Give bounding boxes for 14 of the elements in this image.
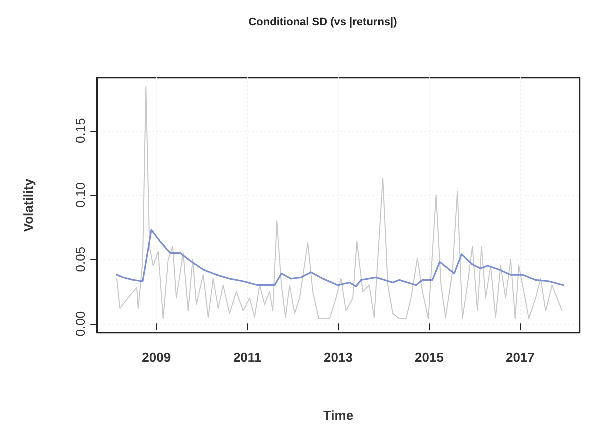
chart-title: Conditional SD (vs |returns|) xyxy=(248,16,398,28)
line-series xyxy=(116,86,563,320)
x-tick-label: 2013 xyxy=(324,350,353,365)
x-tick-label: 2015 xyxy=(415,350,444,365)
x-tick-label: 2017 xyxy=(506,350,535,365)
y-tick-label: 0.05 xyxy=(73,246,88,272)
x-tick-label: 2011 xyxy=(233,350,262,365)
x-axis-title: Time xyxy=(323,408,354,423)
y-tick-label: 0.10 xyxy=(73,182,88,208)
line-series xyxy=(116,229,564,288)
y-axis-title: Volatility xyxy=(21,178,36,232)
y-tick-label: 0.15 xyxy=(73,118,88,144)
y-tick-label: 0.00 xyxy=(73,311,88,337)
x-tick-label: 2009 xyxy=(142,350,172,365)
